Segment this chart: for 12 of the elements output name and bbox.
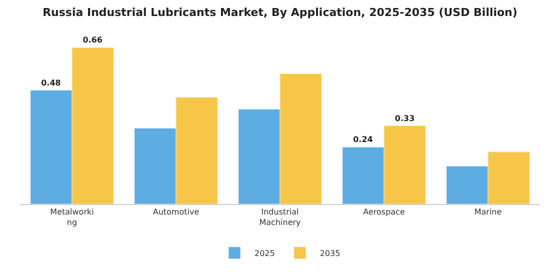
x-tick-label: Automotive — [152, 208, 200, 217]
data-label: 0.66 — [82, 36, 103, 45]
x-tick-label: Metalworking — [50, 208, 94, 227]
data-label: 0.24 — [353, 135, 374, 144]
legend-label: 2025 — [254, 249, 275, 258]
x-tick-label: Aerospace — [363, 208, 405, 217]
data-label: 0.48 — [41, 78, 62, 88]
x-tick-label: Marine — [474, 208, 502, 217]
data-label: 0.33 — [394, 114, 415, 123]
x-tick-label: Industrial Machinery — [259, 208, 302, 227]
chart-title: Russia Industrial Lubricants Market, By Application, 2025-2035 (USD Billion) — [42, 6, 518, 20]
legend-label: 2035 — [320, 249, 340, 258]
